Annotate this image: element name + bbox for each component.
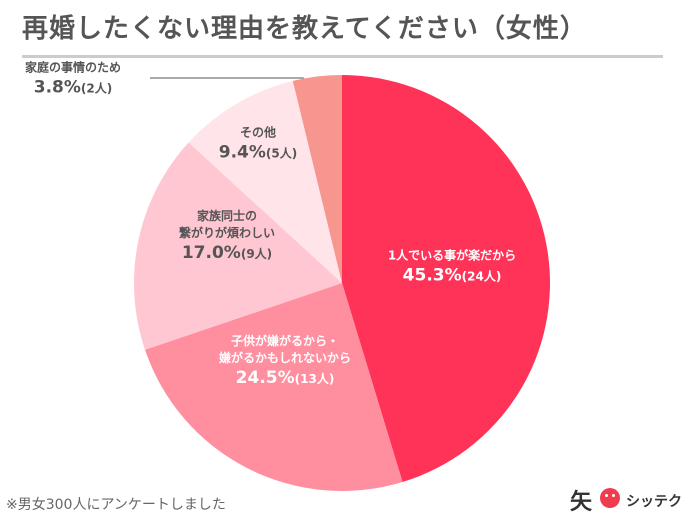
pie-slice bbox=[342, 75, 551, 482]
pie-slice bbox=[188, 80, 342, 283]
slice-label-text: 嫌がるかもしれないから bbox=[218, 350, 351, 365]
slice-label-text: 繋がりが煩わしい bbox=[179, 225, 275, 240]
slice-label: 1人でいる事が楽だから 45.3%(24人) bbox=[388, 248, 516, 286]
slice-label-text: その他 bbox=[240, 125, 276, 140]
brand-logo-mark: 矢 bbox=[570, 490, 593, 515]
slice-value-label: 45.3%(24人) bbox=[403, 266, 502, 286]
slice-label: その他 9.4%(5人) bbox=[219, 125, 297, 163]
slice-label-text: 家族同士の bbox=[197, 208, 257, 223]
slice-value-label: 3.8%(2人) bbox=[34, 78, 112, 98]
slice-label-text: 1人でいる事が楽だから bbox=[388, 248, 516, 263]
brand-face-icon bbox=[600, 488, 620, 508]
slice-value-label: 9.4%(5人) bbox=[219, 143, 297, 163]
slice-label: 子供が嫌がるから・嫌がるかもしれないから 24.5%(13人) bbox=[218, 333, 351, 388]
pie-slice bbox=[292, 75, 342, 283]
brand-name: シッテク bbox=[626, 494, 682, 510]
survey-footnote: ※男女300人にアンケートしました bbox=[6, 497, 226, 513]
slice-value-label: 17.0%(9人) bbox=[182, 243, 272, 263]
pie-slice bbox=[134, 142, 342, 350]
pie-slice bbox=[145, 283, 403, 491]
chart-title: 再婚したくない理由を教えてください（女性） bbox=[22, 14, 587, 44]
slice-label-text: 子供が嫌がるから・ bbox=[231, 333, 339, 348]
slice-label-text: 家庭の事情のため bbox=[25, 60, 121, 75]
title-underline bbox=[22, 55, 663, 58]
slice-label: 家庭の事情のため 3.8%(2人) bbox=[25, 60, 121, 98]
slice-value-label: 24.5%(13人) bbox=[236, 368, 335, 388]
brand-logo: 矢 シッテク bbox=[566, 478, 682, 518]
